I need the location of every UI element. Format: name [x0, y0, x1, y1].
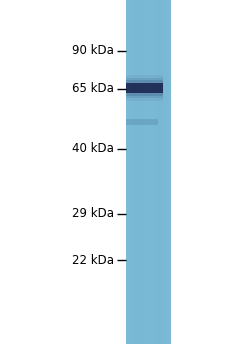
- Bar: [169, 0, 170, 344]
- Bar: [147, 0, 148, 344]
- Bar: [128, 0, 129, 344]
- Text: 40 kDa: 40 kDa: [73, 142, 114, 155]
- Bar: [162, 0, 163, 344]
- Bar: [126, 78, 163, 98]
- Bar: [165, 0, 166, 344]
- Bar: [164, 0, 165, 344]
- Bar: [154, 0, 155, 344]
- Bar: [126, 80, 163, 96]
- Bar: [156, 0, 158, 344]
- Text: 65 kDa: 65 kDa: [73, 82, 114, 95]
- Bar: [133, 0, 134, 344]
- Bar: [140, 0, 142, 344]
- Bar: [160, 0, 161, 344]
- Bar: [152, 0, 153, 344]
- Bar: [134, 0, 135, 344]
- Bar: [151, 0, 152, 344]
- Text: 22 kDa: 22 kDa: [72, 254, 114, 267]
- Text: 90 kDa: 90 kDa: [73, 44, 114, 57]
- Bar: [138, 0, 140, 344]
- Bar: [144, 0, 145, 344]
- Bar: [170, 0, 171, 344]
- Bar: [136, 0, 137, 344]
- Text: 29 kDa: 29 kDa: [72, 207, 114, 221]
- Bar: [143, 0, 144, 344]
- Bar: [146, 0, 147, 344]
- Bar: [135, 0, 136, 344]
- Bar: [126, 119, 158, 125]
- Bar: [137, 0, 138, 344]
- Bar: [158, 0, 160, 344]
- Bar: [126, 0, 171, 344]
- Bar: [163, 0, 164, 344]
- Bar: [142, 0, 143, 344]
- Bar: [126, 75, 163, 101]
- Bar: [166, 0, 167, 344]
- Bar: [130, 0, 131, 344]
- Bar: [167, 0, 169, 344]
- Bar: [131, 0, 133, 344]
- Bar: [129, 0, 131, 344]
- Bar: [149, 0, 151, 344]
- Bar: [153, 0, 154, 344]
- Bar: [127, 0, 128, 344]
- Bar: [161, 0, 162, 344]
- Bar: [126, 0, 127, 344]
- Bar: [155, 0, 156, 344]
- Bar: [126, 83, 163, 93]
- Bar: [145, 0, 146, 344]
